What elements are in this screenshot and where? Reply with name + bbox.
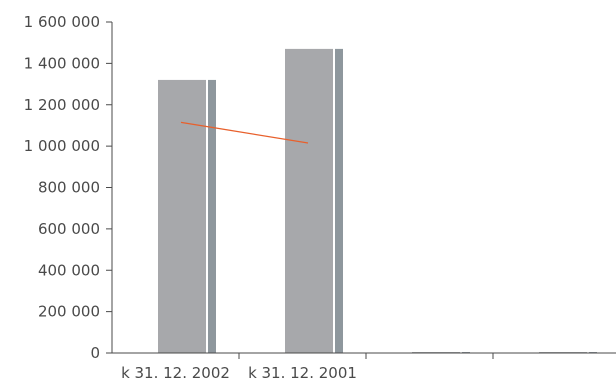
- bar-gap: [333, 48, 335, 354]
- y-tick-label: 1 600 000: [24, 13, 100, 31]
- y-tick-label: 200 000: [38, 303, 100, 321]
- x-axis: [112, 352, 616, 359]
- bar-face: [158, 79, 206, 354]
- bar-side: [335, 48, 343, 354]
- y-tick-label: 800 000: [38, 179, 100, 197]
- x-axis-labels: k 31. 12. 2002 k 31. 12. 2001: [121, 364, 357, 382]
- bars: [158, 48, 597, 354]
- x-category-label: k 31. 12. 2002: [121, 364, 230, 382]
- line-series-path: [180, 121, 309, 144]
- x-category-label: k 31. 12. 2001: [248, 364, 357, 382]
- bar-gap: [206, 79, 208, 354]
- bar-face: [285, 48, 333, 354]
- y-axis-ticks: 0 200 000 400 000 600 000 800 000 1 000 000 1 …: [24, 13, 113, 362]
- line-series: [180, 121, 309, 144]
- y-tick-label: 600 000: [38, 220, 100, 238]
- bar: [158, 79, 216, 354]
- y-tick-label: 1 400 000: [24, 54, 100, 72]
- bar-side: [208, 79, 216, 354]
- y-tick-label: 0: [90, 344, 100, 362]
- bar: [285, 48, 343, 354]
- y-tick-label: 400 000: [38, 261, 100, 279]
- y-tick-label: 1 000 000: [24, 137, 100, 155]
- y-tick-label: 1 200 000: [24, 96, 100, 114]
